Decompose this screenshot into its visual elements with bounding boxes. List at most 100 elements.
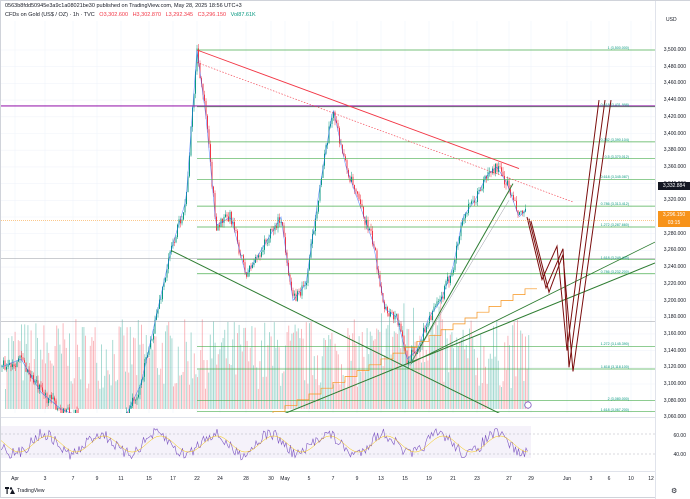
- candle-body: [163, 282, 165, 287]
- candle-body: [184, 204, 186, 213]
- candle-body: [277, 217, 279, 229]
- candle-body: [357, 191, 358, 194]
- volume-bar: [147, 355, 149, 409]
- candle-body: [148, 347, 150, 356]
- candle-body: [211, 161, 213, 187]
- candle-body: [465, 214, 466, 219]
- volume-bar: [387, 325, 389, 409]
- volume-bar: [475, 375, 477, 409]
- candle-body: [13, 364, 15, 367]
- support-diagonal[interactable]: [170, 249, 512, 420]
- volume-bar: [109, 374, 110, 409]
- time-axis[interactable]: Apr 3 7 9 11 15 17 22 24 28 30 May 5 7 9 13 15 19 21 23 27 29…: [1, 471, 655, 486]
- volume-bar: [510, 387, 512, 409]
- candle-body: [486, 176, 487, 179]
- volume-bar: [280, 385, 282, 409]
- candle-body: [360, 199, 361, 205]
- volume-bar: [321, 356, 323, 409]
- candle-body: [339, 128, 340, 144]
- candle-body: [310, 243, 312, 258]
- price-axis-label: 3,280.000: [663, 230, 686, 237]
- candle-body: [202, 83, 204, 95]
- candle-body: [231, 211, 232, 225]
- volume-bar: [393, 331, 395, 409]
- volume-bar: [189, 384, 190, 409]
- candle-body: [300, 291, 301, 296]
- candle-body: [226, 214, 228, 217]
- candle-body: [186, 191, 187, 205]
- forecast-path[interactable]: [530, 100, 612, 372]
- symbol-title[interactable]: CFDs on Gold (US$ / OZ) · 1h · TVC: [5, 12, 95, 18]
- candle-body: [343, 153, 345, 157]
- candle-body: [315, 218, 316, 232]
- volume-bar: [174, 383, 176, 409]
- volume-bar: [357, 386, 358, 409]
- volume-bar: [374, 339, 376, 409]
- candle-body: [213, 186, 214, 194]
- volume-bar: [443, 381, 445, 409]
- candle-body: [144, 362, 145, 377]
- fib-level-label: 0.5 (3,370.012): [604, 154, 629, 159]
- candle-body: [217, 224, 219, 231]
- volume-bar: [160, 368, 162, 409]
- price-axis-label: 3,240.000: [663, 264, 686, 271]
- volume-bar: [312, 375, 314, 409]
- fib-level-label: 0.382 (3,390.104): [600, 137, 629, 142]
- volume-bar: [14, 331, 16, 409]
- currency-label: USD: [666, 17, 677, 23]
- forecast-path[interactable]: [526, 100, 600, 351]
- volume-bar: [379, 331, 381, 409]
- candle-body: [510, 189, 511, 196]
- volume-bar: [262, 376, 264, 409]
- volume-bar: [272, 365, 274, 409]
- fan-line[interactable]: [410, 241, 656, 364]
- volume-bar: [33, 359, 35, 409]
- event-marker-icon[interactable]: [524, 401, 532, 409]
- candle-body: [292, 289, 294, 296]
- rsi-pane[interactable]: [0, 417, 655, 470]
- candle-body: [267, 242, 268, 244]
- candle-body: [336, 120, 337, 124]
- ascending-trendline[interactable]: [270, 262, 656, 420]
- candle-body: [57, 408, 58, 410]
- volume-bar: [9, 365, 11, 409]
- main-chart-pane[interactable]: [1, 21, 656, 460]
- candle-body: [262, 249, 264, 253]
- volume-bar: [161, 342, 163, 409]
- volume-bar: [512, 325, 514, 409]
- volume-bar: [131, 364, 133, 409]
- time-axis-label: 19: [426, 476, 432, 482]
- channel-line[interactable]: [410, 183, 514, 364]
- volume-bar: [57, 328, 59, 409]
- price-axis-label: 3,460.000: [663, 80, 686, 87]
- candle-body: [69, 407, 70, 414]
- fib-level-label: 0.618 (3,431.998): [600, 102, 629, 107]
- fan-line[interactable]: [410, 200, 510, 364]
- price-axis-label: 3,180.000: [663, 314, 686, 321]
- candle-body: [373, 244, 375, 248]
- candle-body: [448, 276, 450, 283]
- rsi-label-40: 40.00: [673, 452, 686, 458]
- volume-bar: [286, 332, 288, 409]
- volume-bar: [273, 322, 275, 409]
- time-axis-label: 15: [146, 476, 152, 482]
- descending-trendline[interactable]: [196, 49, 520, 169]
- volume-bar: [73, 378, 75, 409]
- volume-bar: [429, 338, 430, 409]
- volume-bar: [195, 374, 197, 409]
- price-axis[interactable]: USD 3,500.000 3,480.000 3,460.000 3,440.000…: [655, 1, 690, 499]
- candle-body: [193, 93, 195, 108]
- volume-bar: [347, 328, 349, 409]
- volume-bar: [465, 344, 467, 409]
- fib-level-label: 1.272 (3,287.660): [600, 223, 629, 228]
- candle-body: [423, 327, 424, 340]
- close-value: C3,296.150: [197, 12, 227, 18]
- volume-bar: [225, 358, 227, 409]
- candle-body: [280, 222, 282, 223]
- forecast-path[interactable]: [528, 100, 606, 368]
- settings-gear-icon[interactable]: ⚙: [671, 488, 678, 495]
- dotted-trendline[interactable]: [196, 62, 574, 203]
- price-chart[interactable]: [1, 21, 656, 460]
- rsi-chart[interactable]: [0, 418, 655, 470]
